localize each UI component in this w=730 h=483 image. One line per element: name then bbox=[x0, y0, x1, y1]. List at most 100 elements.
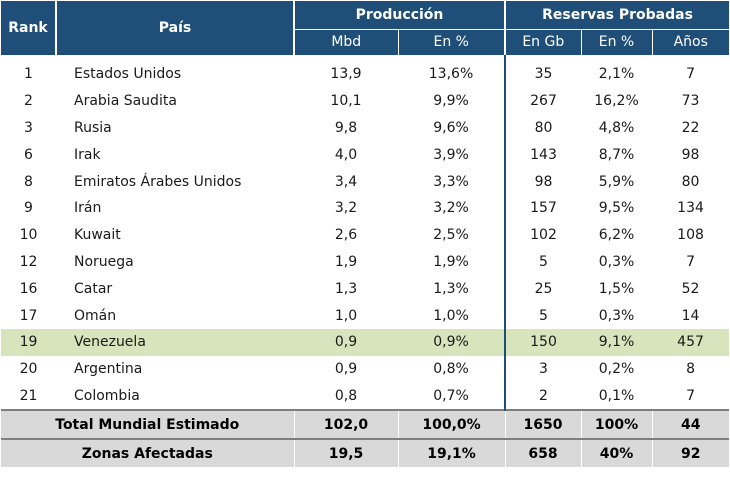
table-row: 2 Arabia Saudita 10,1 9,9% 267 16,2% 73 bbox=[1, 87, 729, 115]
prod-pct-cell: 3,9% bbox=[398, 141, 507, 169]
prod-pct-cell: 0,8% bbox=[398, 355, 507, 383]
rank-cell: 8 bbox=[24, 173, 33, 190]
mbd-cell: 0,9 bbox=[294, 328, 398, 356]
gb-cell: 2 bbox=[539, 387, 548, 404]
gb-cell: 157 bbox=[530, 200, 557, 217]
gb-cell: 5 bbox=[539, 307, 548, 324]
header-produccion: Producción bbox=[294, 1, 507, 29]
header-rank: Rank bbox=[1, 1, 57, 55]
rank-cell: 10 bbox=[19, 227, 38, 244]
gb-cell: 143 bbox=[530, 146, 557, 163]
prod-pct-cell: 100,0% bbox=[398, 409, 506, 440]
country-cell: Argentina bbox=[74, 361, 143, 378]
country-cell: Emiratos Árabes Unidos bbox=[74, 173, 242, 190]
anos-cell: 52 bbox=[681, 280, 700, 297]
gb-cell: 5 bbox=[539, 253, 548, 270]
prod-pct-cell: 0,9% bbox=[398, 328, 507, 356]
res-pct-cell: 8,7% bbox=[598, 146, 635, 163]
mbd-cell: 10,1 bbox=[330, 93, 362, 110]
table-row: 8 Emiratos Árabes Unidos 3,4 3,3% 98 5,9% 80 bbox=[1, 168, 729, 195]
prod-pct-cell: 9,9% bbox=[398, 87, 507, 115]
gb-cell: 98 bbox=[534, 173, 553, 190]
mbd-cell: 3,4 bbox=[334, 173, 358, 190]
anos-cell: 7 bbox=[686, 387, 695, 404]
header-reservas: Reservas Probadas bbox=[505, 1, 730, 29]
res-pct-cell: 0,3% bbox=[598, 307, 635, 324]
mbd-cell: 3,2 bbox=[334, 200, 358, 217]
rank-cell: 19 bbox=[1, 328, 56, 356]
table-row: 19 Venezuela 0,9 0,9% 150 9,1% 457 bbox=[1, 328, 730, 356]
prod-pct-cell: 1,9% bbox=[398, 248, 507, 276]
rank-cell: 2 bbox=[24, 93, 33, 110]
country-cell: Estados Unidos bbox=[74, 66, 182, 83]
anos-cell: 108 bbox=[677, 227, 704, 244]
totals-label: Zonas Afectadas bbox=[1, 438, 295, 468]
mbd-cell: 0,9 bbox=[334, 361, 358, 378]
table-row: 10 Kuwait 2,6 2,5% 102 6,2% 108 bbox=[1, 221, 729, 249]
res-pct-cell: 9,1% bbox=[581, 328, 653, 356]
prod-pct-cell: 3,2% bbox=[398, 194, 507, 222]
res-pct-cell: 100% bbox=[581, 409, 653, 440]
totals-row: Zonas Afectadas 19,5 19,1% 658 40% 92 bbox=[1, 438, 730, 468]
totals-row: Total Mundial Estimado 102,0 100,0% 1650 100… bbox=[1, 409, 730, 440]
rank-cell: 1 bbox=[24, 66, 33, 83]
country-cell: Irán bbox=[74, 200, 102, 217]
gb-cell: 658 bbox=[505, 438, 582, 468]
country-cell: Catar bbox=[74, 280, 113, 297]
mbd-cell: 13,9 bbox=[330, 66, 362, 83]
country-cell: Kuwait bbox=[74, 227, 121, 244]
prod-pct-cell: 13,6% bbox=[398, 55, 507, 88]
res-pct-cell: 0,2% bbox=[598, 361, 635, 378]
res-pct-cell: 0,1% bbox=[598, 387, 635, 404]
gb-cell: 267 bbox=[530, 93, 557, 110]
totals-label: Total Mundial Estimado bbox=[1, 409, 295, 440]
mbd-cell: 9,8 bbox=[334, 119, 358, 136]
gb-cell: 102 bbox=[530, 227, 557, 244]
country-cell: Noruega bbox=[74, 253, 134, 270]
anos-cell: 44 bbox=[652, 409, 730, 440]
header-res-pct: En % bbox=[581, 28, 653, 55]
res-pct-cell: 40% bbox=[581, 438, 653, 468]
table-row: 20 Argentina 0,9 0,8% 3 0,2% 8 bbox=[1, 355, 729, 383]
table-row: 16 Catar 1,3 1,3% 25 1,5% 52 bbox=[1, 275, 729, 303]
table-row: 3 Rusia 9,8 9,6% 80 4,8% 22 bbox=[1, 114, 729, 142]
gb-cell: 80 bbox=[534, 119, 553, 136]
country-cell: Rusia bbox=[74, 119, 112, 136]
rank-cell: 9 bbox=[24, 200, 33, 217]
table-row: 1 Estados Unidos 13,9 13,6% 35 2,1% 7 bbox=[1, 55, 729, 88]
prod-pct-cell: 9,6% bbox=[398, 114, 507, 142]
rank-cell: 16 bbox=[19, 280, 38, 297]
anos-cell: 92 bbox=[652, 438, 730, 468]
table-row: 21 Colombia 0,8 0,7% 2 0,1% 7 bbox=[1, 382, 729, 411]
gb-cell: 3 bbox=[539, 361, 548, 378]
res-pct-cell: 1,5% bbox=[598, 280, 635, 297]
rank-cell: 12 bbox=[19, 253, 38, 270]
anos-cell: 14 bbox=[681, 307, 700, 324]
anos-cell: 22 bbox=[681, 119, 700, 136]
rank-cell: 17 bbox=[19, 307, 38, 324]
prod-pct-cell: 19,1% bbox=[398, 438, 506, 468]
mbd-cell: 2,6 bbox=[334, 227, 358, 244]
gb-cell: 150 bbox=[505, 328, 582, 356]
country-cell: Arabia Saudita bbox=[74, 93, 177, 110]
res-pct-cell: 0,3% bbox=[598, 253, 635, 270]
table-row: 9 Irán 3,2 3,2% 157 9,5% 134 bbox=[1, 194, 729, 222]
mbd-cell: 1,9 bbox=[334, 253, 358, 270]
rank-cell: 21 bbox=[19, 387, 38, 404]
anos-cell: 7 bbox=[686, 253, 695, 270]
gb-cell: 1650 bbox=[505, 409, 582, 440]
anos-cell: 8 bbox=[686, 361, 695, 378]
rank-cell: 20 bbox=[19, 361, 38, 378]
header-pais: País bbox=[56, 1, 295, 55]
anos-cell: 7 bbox=[686, 66, 695, 83]
prod-pct-cell: 1,0% bbox=[398, 302, 507, 329]
header-mbd: Mbd bbox=[294, 28, 399, 55]
header-anos: Años bbox=[652, 28, 730, 55]
rank-cell: 3 bbox=[24, 119, 33, 136]
prod-pct-cell: 2,5% bbox=[398, 221, 507, 249]
mbd-cell: 0,8 bbox=[334, 387, 358, 404]
res-pct-cell: 16,2% bbox=[594, 93, 639, 110]
table-row: 12 Noruega 1,9 1,9% 5 0,3% 7 bbox=[1, 248, 729, 276]
gb-cell: 25 bbox=[534, 280, 553, 297]
country-cell: Venezuela bbox=[56, 328, 294, 356]
